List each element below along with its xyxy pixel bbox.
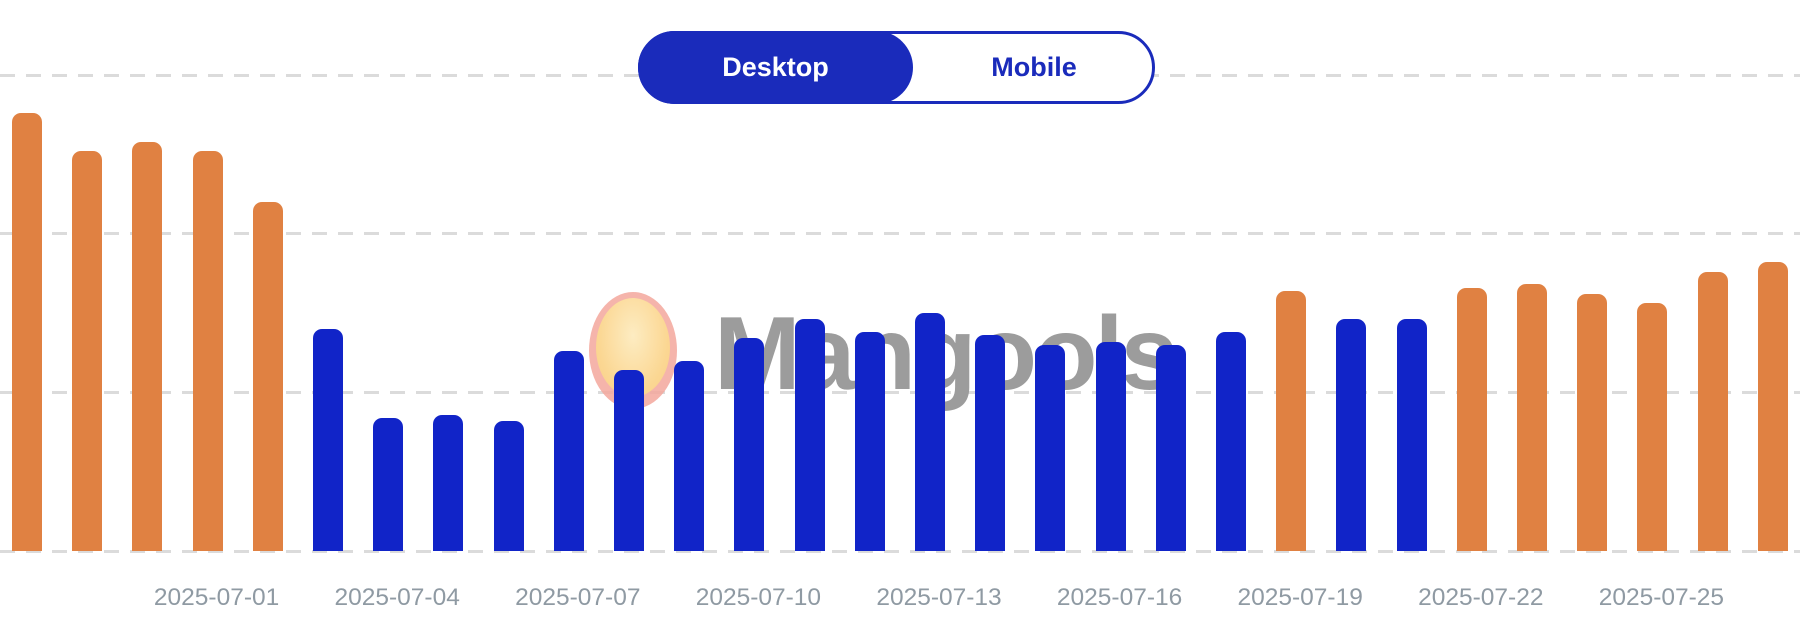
bar-2025-06-30[interactable] [132, 142, 163, 551]
bar-2025-07-01[interactable] [192, 151, 223, 551]
tab-mobile[interactable]: Mobile [913, 34, 1155, 101]
x-tick-label: 2025-07-13 [876, 584, 1002, 611]
bar-2025-07-26[interactable] [1697, 272, 1728, 551]
bar-2025-07-25[interactable] [1637, 303, 1668, 551]
bar-2025-07-27[interactable] [1757, 262, 1788, 551]
gridline [0, 549, 1800, 553]
bar-2025-07-20[interactable] [1336, 319, 1367, 551]
gridline [0, 390, 1800, 394]
bar-2025-07-07[interactable] [553, 351, 584, 551]
bar-2025-06-28[interactable] [12, 113, 42, 551]
bar-2025-07-23[interactable] [1517, 284, 1547, 551]
tab-mobile-label: Mobile [991, 52, 1077, 82]
bar-2025-07-19[interactable] [1276, 291, 1307, 551]
bar-2025-07-10[interactable] [734, 338, 765, 551]
device-toggle: Desktop Mobile [638, 31, 1155, 104]
x-tick-label: 2025-07-01 [153, 584, 280, 611]
bar-2025-07-02[interactable] [252, 202, 283, 551]
bar-2025-07-15[interactable] [1035, 345, 1066, 551]
bar-2025-07-24[interactable] [1577, 294, 1608, 551]
tab-desktop[interactable]: Desktop [638, 31, 913, 104]
bar-2025-07-17[interactable] [1155, 345, 1186, 551]
tab-desktop-label: Desktop [722, 52, 829, 82]
bar-2025-07-22[interactable] [1456, 288, 1487, 551]
bar-2025-07-21[interactable] [1396, 319, 1427, 551]
bar-2025-07-09[interactable] [674, 361, 705, 551]
x-tick-label: 2025-07-19 [1237, 584, 1363, 611]
bar-2025-07-14[interactable] [975, 335, 1006, 551]
bar-2025-06-29[interactable] [72, 151, 103, 551]
bar-2025-07-13[interactable] [915, 313, 945, 551]
bar-2025-07-11[interactable] [794, 319, 825, 551]
bar-2025-07-04[interactable] [373, 418, 404, 551]
gridline [0, 232, 1800, 236]
x-tick-label: 2025-07-16 [1056, 584, 1183, 611]
bar-2025-07-08[interactable] [614, 370, 644, 551]
x-tick-label: 2025-07-25 [1598, 584, 1725, 611]
x-tick-label: 2025-07-10 [695, 584, 822, 611]
x-tick-label: 2025-07-07 [515, 584, 641, 611]
bar-2025-07-18[interactable] [1216, 332, 1246, 551]
x-tick-label: 2025-07-22 [1418, 584, 1544, 611]
x-tick-label: 2025-07-04 [334, 584, 460, 611]
bar-2025-07-16[interactable] [1095, 342, 1126, 551]
bar-2025-07-06[interactable] [493, 421, 524, 551]
bar-2025-07-12[interactable] [854, 332, 885, 551]
bar-2025-07-03[interactable] [313, 329, 343, 551]
bar-2025-07-05[interactable] [433, 415, 464, 551]
